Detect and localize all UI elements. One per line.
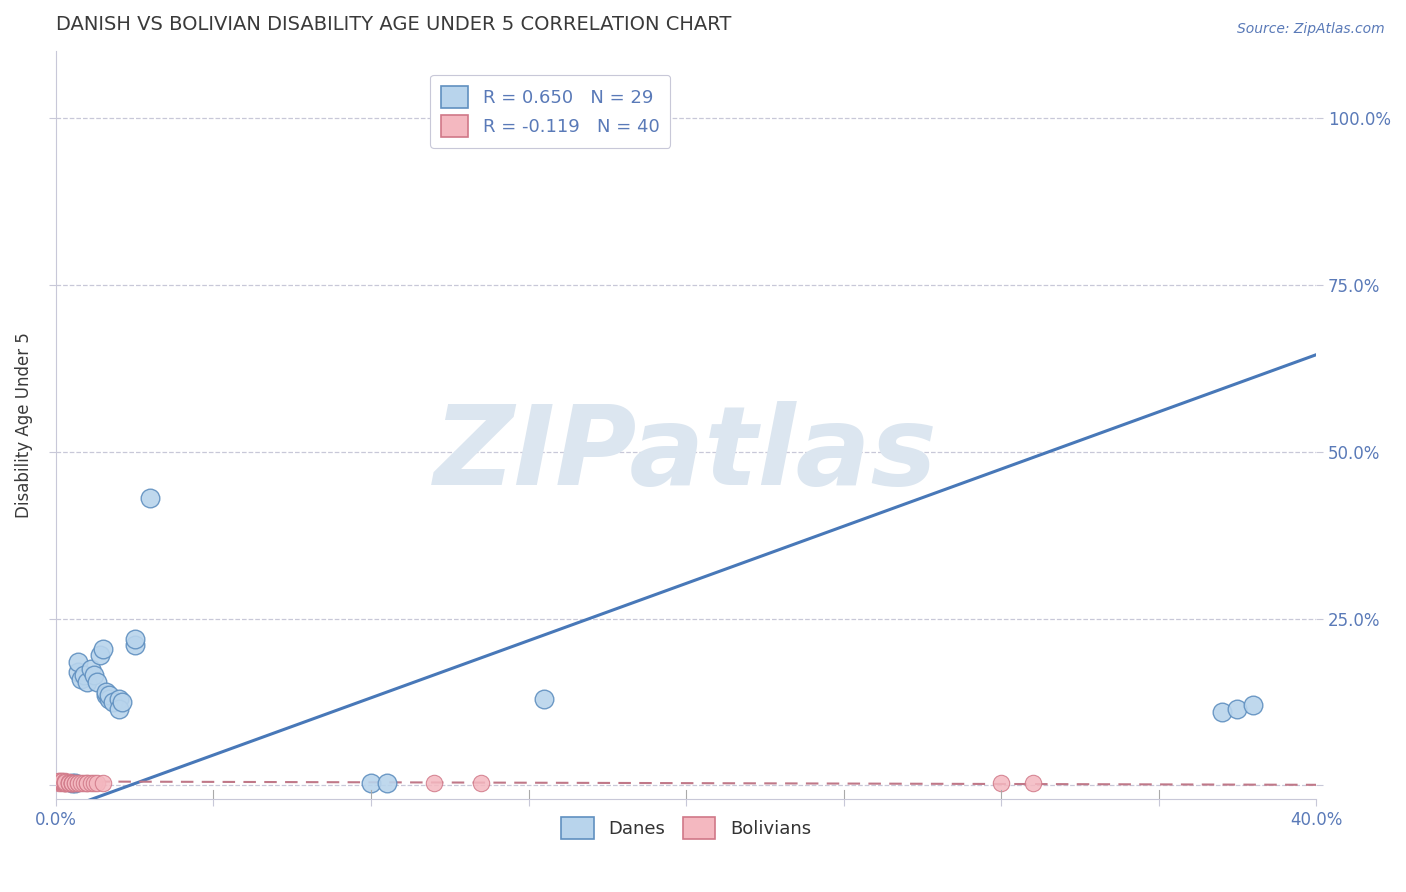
Point [60, 776, 83, 790]
Point [89, 648, 111, 663]
Point [86, 675, 108, 690]
Text: ZIPatlas: ZIPatlas [434, 401, 938, 508]
Point [60, 776, 83, 790]
Point [58, 775, 80, 789]
Point [83, 668, 105, 682]
Point [48, 773, 70, 788]
Text: DANISH VS BOLIVIAN DISABILITY AGE UNDER 5 CORRELATION CHART: DANISH VS BOLIVIAN DISABILITY AGE UNDER … [56, 15, 731, 34]
Point [108, 701, 131, 715]
Point [48, 775, 70, 789]
Point [51, 773, 73, 788]
Point [91, 641, 114, 656]
Point [470, 776, 492, 790]
Point [60, 776, 83, 790]
Point [76, 675, 98, 690]
Point [108, 691, 131, 706]
Point [533, 691, 555, 706]
Point [124, 638, 146, 652]
Point [63, 776, 86, 790]
Point [58, 776, 80, 790]
Point [101, 695, 124, 709]
Point [48, 776, 70, 790]
Text: Source: ZipAtlas.com: Source: ZipAtlas.com [1237, 22, 1385, 37]
Point [79, 662, 101, 676]
Point [96, 685, 118, 699]
Point [53, 774, 76, 789]
Point [98, 689, 121, 703]
Point [1211, 705, 1233, 719]
Point [58, 776, 80, 790]
Point [139, 491, 162, 506]
Point [1226, 701, 1249, 715]
Point [76, 776, 98, 790]
Point [360, 776, 382, 790]
Point [423, 776, 446, 790]
Point [60, 776, 83, 790]
Point [58, 776, 80, 790]
Y-axis label: Disability Age Under 5: Disability Age Under 5 [15, 332, 32, 517]
Point [111, 695, 134, 709]
Point [73, 668, 96, 682]
Point [51, 776, 73, 790]
Point [83, 776, 105, 790]
Point [51, 775, 73, 789]
Point [48, 774, 70, 789]
Point [96, 689, 118, 703]
Point [63, 776, 86, 790]
Point [66, 776, 89, 790]
Point [66, 655, 89, 669]
Point [53, 775, 76, 789]
Point [53, 776, 76, 790]
Point [70, 776, 93, 790]
Point [1241, 698, 1264, 713]
Point [76, 776, 98, 790]
Point [53, 776, 76, 790]
Point [51, 774, 73, 789]
Point [98, 691, 121, 706]
Legend: Danes, Bolivians: Danes, Bolivians [554, 809, 818, 846]
Point [990, 776, 1012, 790]
Point [70, 672, 93, 686]
Point [86, 776, 108, 790]
Point [60, 776, 83, 790]
Point [63, 776, 86, 790]
Point [53, 776, 76, 790]
Point [73, 776, 96, 790]
Point [124, 632, 146, 646]
Point [91, 776, 114, 790]
Point [79, 776, 101, 790]
Point [60, 776, 83, 790]
Point [53, 776, 76, 790]
Point [53, 775, 76, 789]
Point [375, 776, 398, 790]
Point [1021, 776, 1043, 790]
Point [66, 776, 89, 790]
Point [66, 665, 89, 679]
